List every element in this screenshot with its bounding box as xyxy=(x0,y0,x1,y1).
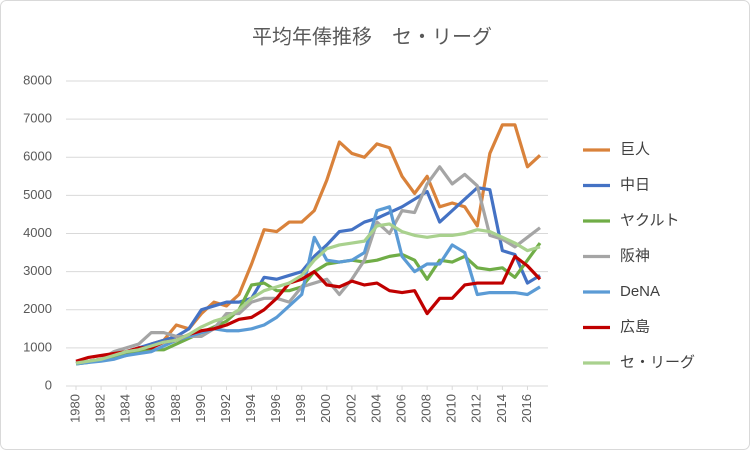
x-tick-label: 1998 xyxy=(293,394,308,423)
legend-label: 阪神 xyxy=(620,247,650,264)
x-tick-label: 2004 xyxy=(368,394,383,423)
y-tick-label: 7000 xyxy=(23,111,52,126)
y-tick-label: 8000 xyxy=(23,72,52,87)
x-tick-label: 2000 xyxy=(318,394,333,423)
x-tick-label: 2010 xyxy=(444,394,459,423)
x-tick-label: 1992 xyxy=(218,394,233,423)
x-tick-label: 1996 xyxy=(268,394,283,423)
x-tick-label: 1990 xyxy=(193,394,208,423)
x-tick-label: 1980 xyxy=(67,394,82,423)
x-tick-label: 2006 xyxy=(393,394,408,423)
x-tick-label: 2012 xyxy=(469,394,484,423)
x-tick-label: 1986 xyxy=(143,394,158,423)
y-tick-label: 0 xyxy=(45,377,52,392)
x-tick-label: 2002 xyxy=(343,394,358,423)
x-tick-label: 1984 xyxy=(118,394,133,423)
legend-label: 中日 xyxy=(620,176,650,193)
series-line xyxy=(75,222,541,365)
legend-label: ヤクルト xyxy=(620,212,680,229)
x-tick-label: 1988 xyxy=(168,394,183,423)
x-tick-label: 1994 xyxy=(243,394,258,423)
legend-label: 巨人 xyxy=(620,141,650,158)
series-line xyxy=(75,165,541,365)
chart-title: 平均年俸推移 セ・リーグ xyxy=(252,25,492,48)
y-tick-label: 5000 xyxy=(23,187,52,202)
x-tick-label: 2016 xyxy=(519,394,534,423)
legend-label: DeNA xyxy=(620,283,660,300)
x-tick-label: 2008 xyxy=(419,394,434,423)
legend-label: セ・リーグ xyxy=(620,354,695,371)
y-tick-label: 4000 xyxy=(23,225,52,240)
legend-label: 広島 xyxy=(620,318,650,335)
x-tick-label: 1982 xyxy=(93,394,108,423)
y-tick-label: 6000 xyxy=(23,149,52,164)
y-tick-label: 1000 xyxy=(23,339,52,354)
x-tick-label: 2014 xyxy=(494,394,509,423)
y-tick-label: 2000 xyxy=(23,301,52,316)
y-tick-label: 3000 xyxy=(23,263,52,278)
